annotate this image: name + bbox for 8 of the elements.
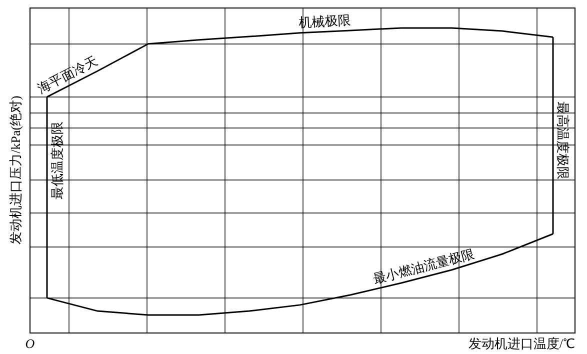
annotation: 最高温度极限 xyxy=(556,102,570,180)
annotation: 最低温度极限 xyxy=(50,122,64,200)
y-axis-title: 发动机进口压力/kPa(绝对) xyxy=(8,96,23,244)
annotation: 海平面冷天 xyxy=(35,53,100,96)
x-axis-title: 发动机进口温度/℃ xyxy=(468,336,575,351)
text: O xyxy=(25,336,36,351)
text: 最小燃油流量极限 xyxy=(372,246,476,287)
annotation: 机械极限 xyxy=(298,12,352,30)
